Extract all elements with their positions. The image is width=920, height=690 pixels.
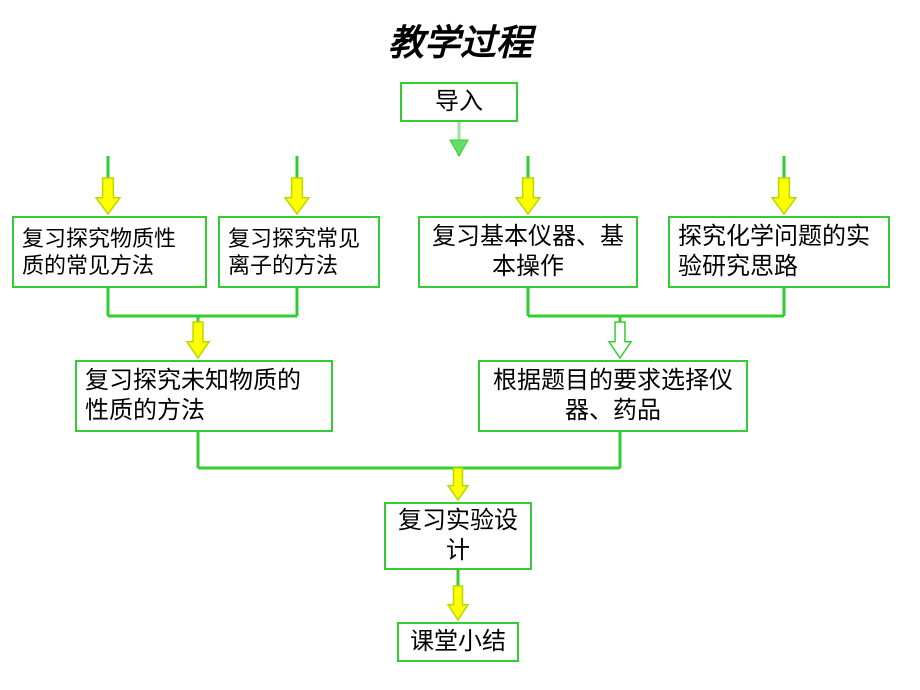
node-intro: 导入 [400, 82, 518, 122]
node-b3: 复习基本仪器、基本操作 [418, 216, 638, 288]
node-label: 复习探究未知物质的性质的方法 [85, 366, 323, 426]
node-d2: 课堂小结 [397, 622, 519, 662]
node-b2: 复习探究常见离子的方法 [218, 216, 380, 288]
node-label: 复习探究物质性质的常见方法 [22, 225, 197, 280]
node-label: 根据题目的要求选择仪器、药品 [488, 366, 738, 426]
node-label: 课堂小结 [410, 627, 506, 657]
diagram-title: 教学过程 [0, 14, 920, 66]
node-label: 复习探究常见离子的方法 [228, 225, 370, 280]
node-label: 复习基本仪器、基本操作 [428, 222, 628, 282]
node-label: 复习实验设计 [394, 506, 522, 566]
node-c2: 根据题目的要求选择仪器、药品 [478, 360, 748, 432]
node-c1: 复习探究未知物质的性质的方法 [75, 360, 333, 432]
node-b4: 探究化学问题的实验研究思路 [668, 216, 890, 288]
node-label: 探究化学问题的实验研究思路 [678, 222, 880, 282]
node-label: 导入 [435, 87, 483, 117]
node-b1: 复习探究物质性质的常见方法 [12, 216, 207, 288]
node-d1: 复习实验设计 [384, 502, 532, 570]
